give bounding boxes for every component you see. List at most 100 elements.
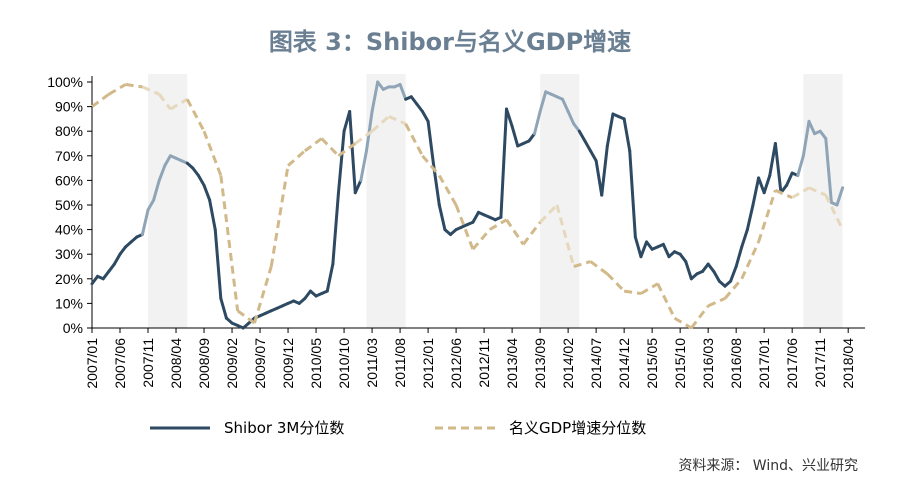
series-1-segment: [583, 139, 593, 153]
series-1-segment: [325, 262, 335, 293]
series-2-segment: [108, 83, 127, 96]
series-1-segment: [152, 178, 161, 202]
series-2-segment: [824, 194, 844, 231]
x-tick-label: 2008/04: [168, 338, 184, 389]
series-2-segment: [640, 282, 659, 295]
series-1-segment: [835, 186, 845, 207]
series-1-segment: [729, 265, 738, 283]
series-2-segment: [337, 142, 357, 158]
x-tick-label: 2012/11: [476, 338, 492, 388]
x-tick-label: 2007/06: [112, 338, 128, 389]
series-1-segment: [684, 260, 693, 281]
series-1-segment: [364, 110, 374, 153]
legend-label-1: Shibor 3M分位数: [224, 419, 344, 437]
series-2-segment: [589, 260, 609, 276]
series-1-segment: [639, 240, 649, 259]
series-1-segment: [824, 137, 833, 205]
x-tick-label: 2008/09: [196, 338, 212, 389]
series-1-segment: [622, 117, 632, 153]
series-1-segment: [331, 191, 340, 266]
series-2-segment: [791, 186, 810, 199]
shaded-period-4: [803, 74, 843, 328]
series-1-segment: [762, 173, 772, 195]
series-2-segment: [471, 228, 491, 251]
x-tick-label: 2017/11: [812, 338, 828, 388]
series-1-segment: [566, 110, 576, 126]
y-tick-label: 30%: [55, 246, 83, 262]
x-tick-label: 2013/04: [504, 338, 520, 389]
shaded-period-2: [366, 74, 406, 328]
series-1-segment: [499, 107, 509, 219]
y-tick-label: 10%: [55, 295, 83, 311]
series-2-segment: [740, 241, 760, 280]
axes: [91, 76, 865, 329]
x-tick-label: 2011/03: [364, 338, 380, 388]
series-2-segment: [808, 186, 827, 197]
series-1-segment: [577, 129, 587, 143]
series-2-segment: [488, 218, 508, 231]
series-2-segment: [437, 174, 458, 206]
series-1-segment: [527, 132, 537, 143]
series-1-segment: [633, 235, 643, 259]
x-tick-label: 2014/07: [588, 338, 604, 389]
x-tick-label: 2017/06: [784, 338, 800, 389]
x-tick-label: 2012/06: [448, 338, 464, 389]
series-1-segment: [471, 210, 480, 224]
series-1-segment: [437, 203, 447, 232]
legend: Shibor 3M分位数 名义GDP增速分位数: [150, 419, 646, 437]
series-1-segment: [112, 252, 122, 266]
x-tick-label: 2018/04: [840, 338, 856, 389]
series-1-segment: [101, 269, 111, 281]
series-2-segment: [774, 188, 793, 199]
x-tick-label: 2015/05: [644, 338, 660, 389]
series-1-segment: [219, 296, 228, 320]
series-1-segment: [426, 119, 436, 168]
y-tick-label: 70%: [55, 148, 83, 164]
series-2-segment: [522, 221, 542, 246]
series-1-segment: [118, 245, 128, 256]
series-2-segment: [269, 165, 290, 267]
series-1-segment: [796, 154, 805, 177]
series-1-segment: [807, 119, 817, 136]
x-tick-label: 2016/08: [728, 338, 744, 389]
series-2-segment: [125, 82, 143, 89]
series-2-segment: [454, 204, 475, 250]
series-1-segment: [90, 274, 100, 286]
series-2-segment: [253, 266, 273, 324]
series-1-segment: [107, 262, 116, 273]
series-1-segment: [208, 198, 217, 232]
series-1-segment: [409, 95, 419, 106]
series-1-segment: [712, 269, 721, 283]
series-1-segment: [505, 107, 514, 128]
y-tick-label: 50%: [55, 197, 83, 213]
series-2-segment: [185, 98, 206, 132]
x-tick-label: 2007/01: [84, 338, 100, 389]
series-1-segment: [146, 198, 156, 212]
series-1-segment: [533, 110, 542, 136]
series-1-segment: [605, 112, 615, 148]
x-tick-label: 2010/05: [308, 338, 324, 389]
series-1-segment: [628, 149, 637, 239]
series-1-segment: [140, 208, 150, 237]
series-1-segment: [353, 178, 363, 195]
legend-label-2: 名义GDP增速分位数: [509, 419, 646, 437]
series-1-segment: [303, 289, 312, 300]
series-2-segment: [690, 304, 710, 329]
series-1-segment: [773, 142, 783, 195]
series-1-segment: [398, 82, 408, 101]
series-1-segment: [359, 149, 368, 182]
y-tick-label: 40%: [55, 222, 83, 238]
series-1-segment: [678, 252, 688, 264]
shaded-periods: [148, 74, 843, 328]
y-tick-label: 0%: [63, 320, 83, 336]
series-2-segment: [673, 316, 693, 330]
series-2-segment: [287, 149, 306, 167]
x-tick-label: 2013/09: [532, 338, 548, 389]
y-tick-label: 80%: [55, 123, 83, 139]
series-2-segment: [555, 204, 576, 267]
series-1-segment: [785, 171, 794, 187]
series-2-segment: [505, 218, 525, 246]
series-2-segment: [91, 93, 110, 108]
series-1-segment: [706, 262, 716, 273]
series-1-segment: [818, 129, 828, 141]
